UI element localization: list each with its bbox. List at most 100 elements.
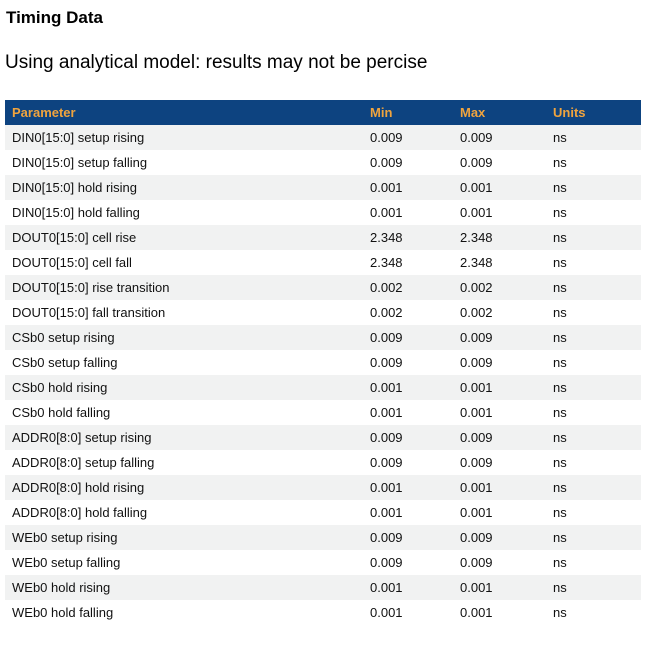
table-row: ADDR0[8:0] hold rising 0.001 0.001 ns: [5, 475, 641, 500]
cell-min: 2.348: [363, 250, 453, 275]
cell-max: 0.001: [453, 600, 546, 625]
cell-max: 0.001: [453, 375, 546, 400]
cell-min: 0.009: [363, 150, 453, 175]
cell-parameter: DIN0[15:0] hold rising: [5, 175, 363, 200]
cell-max: 0.009: [453, 550, 546, 575]
table-row: DOUT0[15:0] fall transition 0.002 0.002 ns: [5, 300, 641, 325]
cell-units: ns: [546, 575, 641, 600]
table-row: DIN0[15:0] hold falling 0.001 0.001 ns: [5, 200, 641, 225]
cell-parameter: CSb0 setup falling: [5, 350, 363, 375]
cell-min: 0.001: [363, 200, 453, 225]
table-row: ADDR0[8:0] hold falling 0.001 0.001 ns: [5, 500, 641, 525]
table-row: CSb0 hold rising 0.001 0.001 ns: [5, 375, 641, 400]
column-header-parameter: Parameter: [5, 100, 363, 125]
cell-parameter: WEb0 hold falling: [5, 600, 363, 625]
cell-min: 0.009: [363, 525, 453, 550]
cell-units: ns: [546, 325, 641, 350]
cell-max: 0.009: [453, 425, 546, 450]
cell-units: ns: [546, 525, 641, 550]
cell-max: 0.001: [453, 200, 546, 225]
cell-units: ns: [546, 475, 641, 500]
cell-units: ns: [546, 275, 641, 300]
cell-units: ns: [546, 250, 641, 275]
cell-max: 0.001: [453, 575, 546, 600]
cell-max: 0.001: [453, 475, 546, 500]
cell-min: 0.009: [363, 425, 453, 450]
table-row: CSb0 hold falling 0.001 0.001 ns: [5, 400, 641, 425]
cell-parameter: DIN0[15:0] hold falling: [5, 200, 363, 225]
table-row: DOUT0[15:0] cell fall 2.348 2.348 ns: [5, 250, 641, 275]
cell-parameter: DOUT0[15:0] fall transition: [5, 300, 363, 325]
cell-min: 2.348: [363, 225, 453, 250]
cell-min: 0.002: [363, 275, 453, 300]
cell-max: 0.001: [453, 400, 546, 425]
cell-min: 0.001: [363, 375, 453, 400]
cell-min: 0.001: [363, 475, 453, 500]
cell-max: 0.009: [453, 125, 546, 150]
cell-min: 0.001: [363, 575, 453, 600]
cell-min: 0.009: [363, 350, 453, 375]
cell-units: ns: [546, 450, 641, 475]
cell-min: 0.009: [363, 325, 453, 350]
cell-units: ns: [546, 150, 641, 175]
cell-min: 0.001: [363, 500, 453, 525]
cell-units: ns: [546, 125, 641, 150]
cell-max: 2.348: [453, 225, 546, 250]
cell-units: ns: [546, 425, 641, 450]
cell-units: ns: [546, 225, 641, 250]
table-body: DIN0[15:0] setup rising 0.009 0.009 ns DIN0[…: [5, 125, 641, 625]
analytical-model-warning: Using analytical model: results may not …: [5, 52, 428, 73]
cell-parameter: CSb0 hold rising: [5, 375, 363, 400]
cell-max: 0.001: [453, 500, 546, 525]
cell-max: 0.009: [453, 525, 546, 550]
cell-max: 0.002: [453, 300, 546, 325]
cell-min: 0.001: [363, 175, 453, 200]
cell-parameter: ADDR0[8:0] setup rising: [5, 425, 363, 450]
cell-parameter: WEb0 setup rising: [5, 525, 363, 550]
table-row: WEb0 setup falling 0.009 0.009 ns: [5, 550, 641, 575]
cell-min: 0.009: [363, 125, 453, 150]
column-header-min: Min: [363, 100, 453, 125]
cell-parameter: ADDR0[8:0] hold rising: [5, 475, 363, 500]
cell-units: ns: [546, 175, 641, 200]
cell-units: ns: [546, 300, 641, 325]
table-row: WEb0 setup rising 0.009 0.009 ns: [5, 525, 641, 550]
table-row: CSb0 setup rising 0.009 0.009 ns: [5, 325, 641, 350]
table-row: DOUT0[15:0] cell rise 2.348 2.348 ns: [5, 225, 641, 250]
cell-max: 0.002: [453, 275, 546, 300]
cell-parameter: WEb0 setup falling: [5, 550, 363, 575]
table-row: DIN0[15:0] setup falling 0.009 0.009 ns: [5, 150, 641, 175]
cell-units: ns: [546, 200, 641, 225]
cell-max: 0.009: [453, 450, 546, 475]
cell-units: ns: [546, 400, 641, 425]
cell-min: 0.001: [363, 600, 453, 625]
table-row: DIN0[15:0] setup rising 0.009 0.009 ns: [5, 125, 641, 150]
cell-min: 0.002: [363, 300, 453, 325]
cell-parameter: CSb0 hold falling: [5, 400, 363, 425]
cell-units: ns: [546, 600, 641, 625]
cell-max: 0.009: [453, 325, 546, 350]
table-row: ADDR0[8:0] setup rising 0.009 0.009 ns: [5, 425, 641, 450]
cell-units: ns: [546, 375, 641, 400]
cell-parameter: DOUT0[15:0] cell rise: [5, 225, 363, 250]
table-row: DOUT0[15:0] rise transition 0.002 0.002 ns: [5, 275, 641, 300]
cell-units: ns: [546, 550, 641, 575]
table-row: DIN0[15:0] hold rising 0.001 0.001 ns: [5, 175, 641, 200]
table-row: CSb0 setup falling 0.009 0.009 ns: [5, 350, 641, 375]
cell-parameter: ADDR0[8:0] hold falling: [5, 500, 363, 525]
cell-max: 0.009: [453, 150, 546, 175]
cell-max: 0.009: [453, 350, 546, 375]
cell-min: 0.009: [363, 450, 453, 475]
cell-parameter: DIN0[15:0] setup rising: [5, 125, 363, 150]
cell-parameter: DIN0[15:0] setup falling: [5, 150, 363, 175]
cell-min: 0.001: [363, 400, 453, 425]
timing-data-table: Parameter Min Max Units DIN0[15:0] setup…: [5, 100, 641, 625]
column-header-units: Units: [546, 100, 641, 125]
cell-max: 0.001: [453, 175, 546, 200]
page-title: Timing Data: [6, 8, 103, 27]
cell-units: ns: [546, 500, 641, 525]
cell-parameter: WEb0 hold rising: [5, 575, 363, 600]
table-row: WEb0 hold falling 0.001 0.001 ns: [5, 600, 641, 625]
column-header-max: Max: [453, 100, 546, 125]
table-row: ADDR0[8:0] setup falling 0.009 0.009 ns: [5, 450, 641, 475]
